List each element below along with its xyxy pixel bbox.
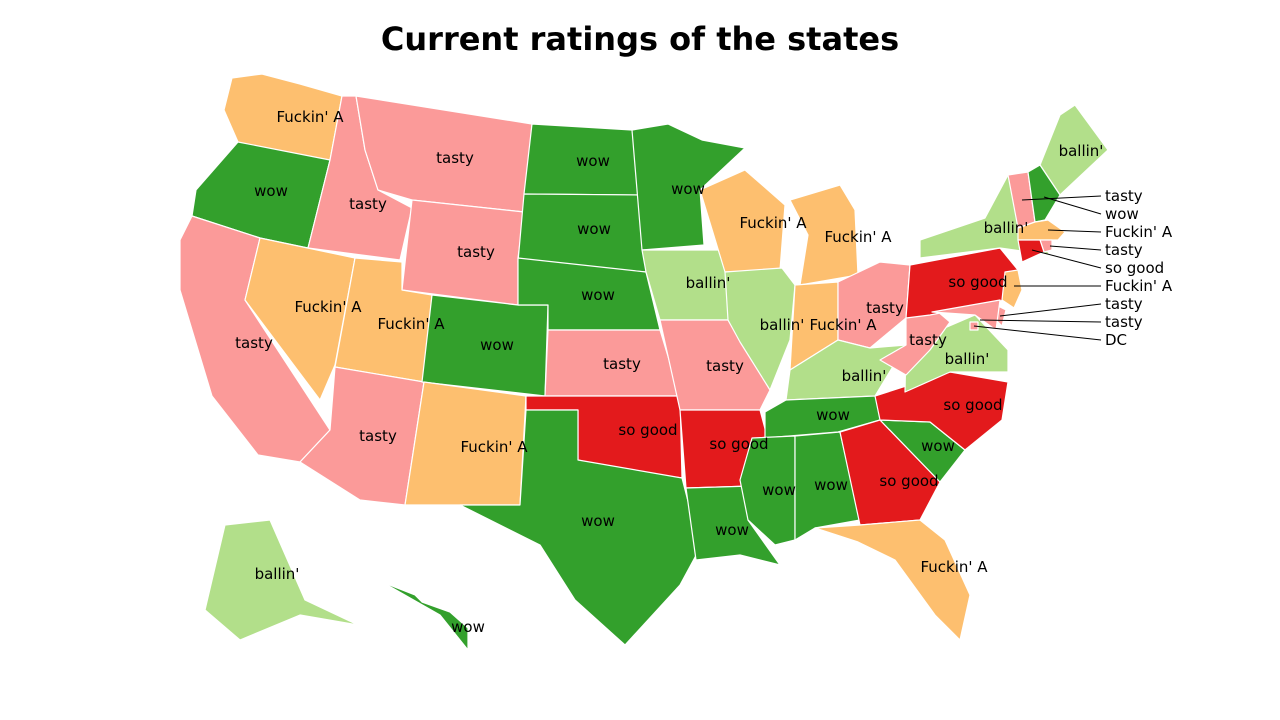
- callout-line-md: [979, 319, 1102, 323]
- state-label-wy: tasty: [457, 243, 495, 261]
- state-label-de: tasty: [1105, 295, 1143, 313]
- state-label-il: ballin': [760, 316, 805, 334]
- state-label-nm: Fuckin' A: [460, 438, 528, 456]
- state-label-me: ballin': [1059, 142, 1104, 160]
- state-label-tn: wow: [816, 406, 850, 424]
- state-label-ct: so good: [1105, 259, 1164, 277]
- state-shape-wi: [699, 169, 786, 273]
- state-label-wv: tasty: [909, 331, 947, 349]
- state-label-or: wow: [254, 182, 288, 200]
- state-label-ms: wow: [762, 481, 796, 499]
- states-layer: [179, 73, 1109, 651]
- state-label-in: Fuckin' A: [809, 316, 877, 334]
- state-label-mn: wow: [671, 180, 705, 198]
- state-label-pa: so good: [948, 273, 1007, 291]
- state-shape-mn: [631, 123, 746, 251]
- callout-line-nh: [1043, 196, 1102, 215]
- state-shape-al: [794, 431, 861, 541]
- state-label-oh: tasty: [866, 299, 904, 317]
- map-title: Current ratings of the states: [380, 20, 900, 58]
- callout-line-vt: [1021, 195, 1102, 201]
- state-shape-tx: [459, 409, 701, 646]
- state-shape-ga: [839, 419, 941, 526]
- state-label-az: tasty: [359, 427, 397, 445]
- state-label-ga: so good: [879, 472, 938, 490]
- callout-line-ri: [1049, 245, 1102, 251]
- state-label-vt: tasty: [1105, 187, 1143, 205]
- state-label-ky: ballin': [842, 367, 887, 385]
- state-label-nh: wow: [1105, 205, 1139, 223]
- state-label-tx: wow: [581, 512, 615, 530]
- state-label-sc: wow: [921, 437, 955, 455]
- state-label-nd: wow: [576, 152, 610, 170]
- state-label-ok: so good: [618, 421, 677, 439]
- state-label-ri: tasty: [1105, 241, 1143, 259]
- state-label-ne: wow: [581, 286, 615, 304]
- state-label-co: wow: [480, 336, 514, 354]
- state-shape-il: [724, 267, 796, 391]
- state-label-ut: Fuckin' A: [377, 315, 445, 333]
- state-label-mo: tasty: [706, 357, 744, 375]
- state-label-ma: Fuckin' A: [1105, 223, 1173, 241]
- callout-line-ma: [1047, 229, 1102, 233]
- state-label-nv: Fuckin' A: [294, 298, 362, 316]
- state-label-hi: wow: [451, 618, 485, 636]
- state-label-sd: wow: [577, 220, 611, 238]
- state-shape-nc: [874, 371, 1009, 451]
- state-label-ak: ballin': [255, 565, 300, 583]
- state-label-dc: DC: [1105, 331, 1127, 349]
- state-label-nc: so good: [943, 396, 1002, 414]
- state-label-ca: tasty: [235, 334, 273, 352]
- state-label-ks: tasty: [603, 355, 641, 373]
- state-label-wi: Fuckin' A: [739, 214, 807, 232]
- state-shape-md: [931, 299, 1001, 331]
- state-label-nj: Fuckin' A: [1105, 277, 1173, 295]
- state-shape-ak: [204, 519, 359, 641]
- state-label-mt: tasty: [436, 149, 474, 167]
- callout-line-de: [999, 303, 1102, 317]
- state-shape-hi: [381, 581, 469, 651]
- state-label-id: tasty: [349, 195, 387, 213]
- state-label-fl: Fuckin' A: [920, 558, 988, 576]
- callout-line-ct: [1031, 249, 1102, 269]
- state-label-la: wow: [715, 521, 749, 539]
- state-label-va: ballin': [945, 350, 990, 368]
- state-shape-ct: [1017, 239, 1045, 263]
- state-label-ar: so good: [709, 435, 768, 453]
- callout-line-dc: [973, 325, 1102, 341]
- state-shape-mo: [659, 319, 771, 411]
- state-shape-nj: [1001, 269, 1023, 309]
- state-label-md: tasty: [1105, 313, 1143, 331]
- state-label-wa: Fuckin' A: [276, 108, 344, 126]
- state-shape-nh: [1027, 164, 1061, 223]
- state-label-ny: ballin': [984, 219, 1029, 237]
- state-label-al: wow: [814, 476, 848, 494]
- state-label-ia: ballin': [686, 274, 731, 292]
- state-shape-fl: [814, 519, 971, 641]
- state-label-mi: Fuckin' A: [824, 228, 892, 246]
- state-shape-nv: [244, 237, 356, 401]
